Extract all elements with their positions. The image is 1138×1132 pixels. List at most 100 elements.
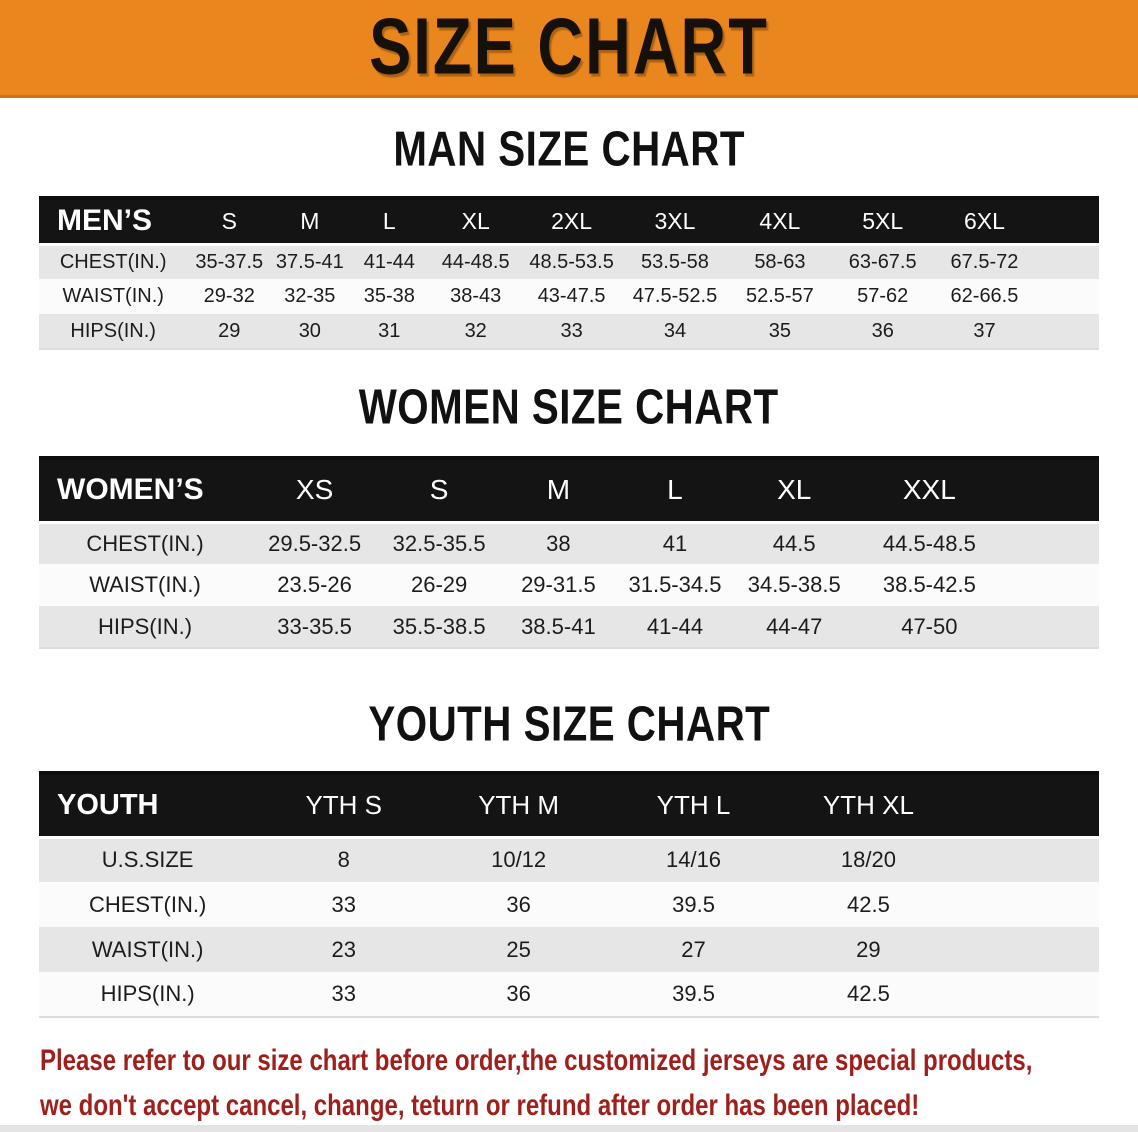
size-value-cell: 10/12 bbox=[431, 835, 607, 882]
size-value-cell: 63-67.5 bbox=[831, 242, 934, 279]
filler-cell bbox=[955, 927, 1099, 972]
size-value-cell: 41 bbox=[616, 520, 734, 564]
size-value-cell: 58-63 bbox=[727, 242, 832, 279]
size-value-cell: 42.5 bbox=[780, 972, 956, 1017]
filler-cell bbox=[1035, 314, 1099, 349]
youth-table-row: HIPS(IN.) 33 36 39.5 42.5 bbox=[39, 972, 1099, 1017]
size-value-cell: 41-44 bbox=[348, 242, 431, 279]
men-size-column-header: S bbox=[187, 196, 272, 244]
row-label: HIPS(IN.) bbox=[39, 606, 251, 648]
men-size-column-header: 4XL bbox=[727, 196, 832, 244]
size-value-cell: 57-62 bbox=[831, 279, 934, 314]
size-value-cell: 29 bbox=[780, 927, 956, 972]
women-section-heading: WOMEN SIZE CHART bbox=[0, 379, 1138, 434]
size-value-cell: 38.5-42.5 bbox=[855, 564, 1004, 606]
size-value-cell: 29-31.5 bbox=[500, 564, 617, 606]
size-value-cell: 37.5-41 bbox=[271, 242, 349, 279]
men-table-body: CHEST(IN.) 35-37.5 37.5-41 41-44 44-48.5 48.5… bbox=[39, 242, 1099, 349]
size-value-cell: 34.5-38.5 bbox=[733, 564, 856, 606]
size-value-cell: 36 bbox=[831, 314, 934, 349]
size-value-cell: 37 bbox=[933, 314, 1036, 349]
row-label: CHEST(IN.) bbox=[39, 882, 257, 927]
youth-table-title: YOUTH bbox=[39, 771, 257, 837]
youth-table-head: YOUTH YTH S YTH M YTH L YTH XL bbox=[39, 771, 1099, 837]
size-value-cell: 36 bbox=[431, 972, 607, 1017]
women-header-row: WOMEN’S XS S M L XL XXL bbox=[39, 456, 1099, 522]
men-size-column-header: 5XL bbox=[831, 196, 934, 244]
size-value-cell: 52.5-57 bbox=[727, 279, 832, 314]
size-value-cell: 43-47.5 bbox=[521, 279, 622, 314]
youth-table-row: U.S.SIZE 8 10/12 14/16 18/20 bbox=[39, 835, 1099, 882]
size-value-cell: 31 bbox=[348, 314, 431, 349]
size-value-cell: 35.5-38.5 bbox=[378, 606, 501, 648]
youth-size-column-header: YTH M bbox=[431, 771, 607, 837]
size-value-cell: 33 bbox=[256, 882, 432, 927]
men-table-row: WAIST(IN.) 29-32 32-35 35-38 38-43 43-47.5 47.… bbox=[39, 279, 1099, 314]
disclaimer-line-2: we don't accept cancel, change, teturn o… bbox=[40, 1089, 920, 1122]
size-value-cell: 38.5-41 bbox=[500, 606, 617, 648]
men-size-column-header: 6XL bbox=[933, 196, 1036, 244]
women-size-table: WOMEN’S XS S M L XL XXL CHEST(IN.) 29.5-32.5 32.… bbox=[39, 456, 1099, 649]
row-label: HIPS(IN.) bbox=[39, 972, 257, 1017]
filler-cell bbox=[955, 882, 1099, 927]
size-value-cell: 29-32 bbox=[187, 279, 272, 314]
size-value-cell: 44.5 bbox=[733, 520, 856, 564]
banner: SIZE CHART bbox=[0, 0, 1138, 98]
size-value-cell: 23.5-26 bbox=[251, 564, 379, 606]
women-size-column-header: XL bbox=[733, 456, 856, 522]
size-value-cell: 23 bbox=[256, 927, 432, 972]
women-table-head: WOMEN’S XS S M L XL XXL bbox=[39, 456, 1099, 522]
size-value-cell: 44-48.5 bbox=[430, 242, 522, 279]
men-table-title: MEN’S bbox=[39, 196, 188, 244]
youth-size-column-header: YTH XL bbox=[780, 771, 956, 837]
size-value-cell: 35-37.5 bbox=[187, 242, 272, 279]
size-value-cell: 25 bbox=[431, 927, 607, 972]
men-section-heading: MAN SIZE CHART bbox=[0, 120, 1138, 177]
size-value-cell: 33-35.5 bbox=[251, 606, 379, 648]
men-size-column-header: 2XL bbox=[521, 196, 622, 244]
size-value-cell: 47.5-52.5 bbox=[621, 279, 728, 314]
filler-cell bbox=[1003, 456, 1099, 522]
bottom-edge-strip bbox=[0, 1125, 1138, 1132]
size-value-cell: 36 bbox=[431, 882, 607, 927]
women-size-column-header: XXL bbox=[855, 456, 1004, 522]
row-label: WAIST(IN.) bbox=[39, 279, 188, 314]
youth-table-row: CHEST(IN.) 33 36 39.5 42.5 bbox=[39, 882, 1099, 927]
women-size-column-header: L bbox=[616, 456, 734, 522]
size-value-cell: 30 bbox=[271, 314, 349, 349]
women-size-column-header: XS bbox=[251, 456, 379, 522]
men-size-column-header: 3XL bbox=[621, 196, 728, 244]
youth-size-column-header: YTH L bbox=[606, 771, 781, 837]
size-value-cell: 34 bbox=[621, 314, 728, 349]
women-size-column-header: S bbox=[378, 456, 501, 522]
row-label: WAIST(IN.) bbox=[39, 927, 257, 972]
women-table-row: CHEST(IN.) 29.5-32.5 32.5-35.5 38 41 44.5 44.5… bbox=[39, 520, 1099, 564]
men-section-heading-text: MAN SIZE CHART bbox=[393, 120, 745, 177]
filler-cell bbox=[955, 835, 1099, 882]
size-value-cell: 33 bbox=[521, 314, 622, 349]
size-value-cell: 27 bbox=[606, 927, 781, 972]
disclaimer-note: Please refer to our size chart before or… bbox=[0, 1038, 1138, 1128]
filler-cell bbox=[1003, 606, 1099, 648]
size-value-cell: 33 bbox=[256, 972, 432, 1017]
men-size-column-header: M bbox=[271, 196, 349, 244]
size-value-cell: 38 bbox=[500, 520, 617, 564]
row-label: CHEST(IN.) bbox=[39, 242, 188, 279]
size-value-cell: 38-43 bbox=[430, 279, 522, 314]
size-value-cell: 42.5 bbox=[780, 882, 956, 927]
men-size-table: MEN’S S M L XL 2XL 3XL 4XL 5XL 6XL CHEST(IN.) 35-3… bbox=[39, 196, 1099, 350]
disclaimer-line-1: Please refer to our size chart before or… bbox=[40, 1044, 1033, 1077]
size-value-cell: 39.5 bbox=[606, 882, 781, 927]
size-value-cell: 41-44 bbox=[616, 606, 734, 648]
row-label: WAIST(IN.) bbox=[39, 564, 251, 606]
youth-table-row: WAIST(IN.) 23 25 27 29 bbox=[39, 927, 1099, 972]
men-table-head: MEN’S S M L XL 2XL 3XL 4XL 5XL 6XL bbox=[39, 196, 1099, 244]
men-table-row: CHEST(IN.) 35-37.5 37.5-41 41-44 44-48.5 48.5… bbox=[39, 242, 1099, 279]
men-table-row: HIPS(IN.) 29 30 31 32 33 34 35 36 37 bbox=[39, 314, 1099, 349]
filler-cell bbox=[1035, 242, 1099, 279]
filler-cell bbox=[955, 771, 1099, 837]
women-table-title: WOMEN’S bbox=[39, 456, 251, 522]
size-value-cell: 29 bbox=[187, 314, 272, 349]
men-size-column-header: XL bbox=[430, 196, 522, 244]
